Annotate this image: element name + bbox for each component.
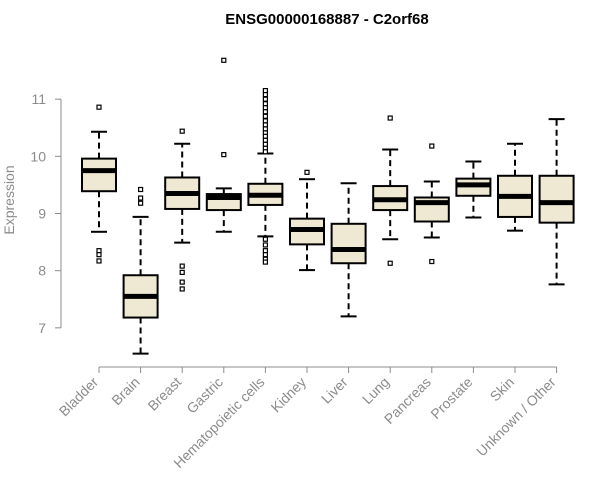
outlier-point [262, 149, 268, 155]
outlier-point [179, 128, 185, 134]
outlier-point [262, 118, 268, 124]
outlier-point [262, 91, 268, 98]
box-rect [81, 157, 117, 193]
x-tick-label: Unknown / Other [473, 374, 559, 460]
x-tick-label: Brain [108, 374, 142, 408]
outlier-point [304, 169, 310, 175]
outlier-point [179, 269, 185, 275]
outlier-point [262, 242, 268, 248]
box-kidney [289, 169, 325, 272]
x-tick-label: Liver [318, 374, 351, 407]
outlier-point [179, 279, 185, 285]
x-tick-label: Breast [144, 374, 184, 414]
box-skin [497, 142, 533, 232]
outlier-point [96, 104, 102, 110]
y-tick-label: 8 [38, 263, 46, 279]
box-hematopoietic-cells [247, 87, 284, 265]
outlier-point [138, 186, 144, 193]
y-tick-label: 10 [30, 148, 46, 164]
outlier-point [262, 109, 268, 115]
box-unknown-other [538, 118, 575, 286]
outlier-point [221, 152, 227, 158]
outlier-point [221, 57, 227, 63]
x-tick-label: Bladder [56, 374, 102, 420]
box-breast [164, 128, 201, 292]
outlier-point [262, 248, 268, 254]
outlier-point [262, 101, 268, 107]
y-tick-label: 7 [38, 320, 46, 336]
box-rect [538, 174, 575, 224]
outlier-point [387, 115, 393, 121]
outlier-point [262, 87, 268, 94]
x-tick-label: Kidney [268, 374, 310, 416]
outlier-point [429, 143, 435, 149]
outlier-point [262, 141, 268, 147]
box-liver [330, 182, 367, 318]
chart-title: ENSG00000168887 - C2orf68 [225, 11, 428, 28]
box-lung [372, 115, 409, 266]
outlier-point [262, 105, 268, 111]
outlier-point [262, 137, 268, 143]
x-tick-label: Skin [487, 374, 518, 405]
outlier-point [262, 122, 268, 128]
outlier-point [96, 252, 102, 258]
outlier-point [138, 200, 144, 206]
outlier-point [179, 286, 185, 292]
outlier-point [262, 252, 268, 258]
outlier-point [262, 126, 268, 132]
outlier-point [387, 260, 393, 266]
outlier-point [262, 96, 268, 102]
outlier-point [96, 258, 102, 264]
box-prostate [455, 160, 492, 219]
outlier-point [262, 236, 268, 242]
boxes-group [81, 57, 575, 355]
x-tick-label: Prostate [427, 374, 475, 422]
box-bladder [81, 104, 117, 264]
outlier-point [96, 248, 102, 254]
y-tick-label: 11 [31, 91, 46, 107]
outlier-point [138, 195, 144, 201]
y-axis: 7 8 9 10 11 [30, 91, 62, 336]
outlier-point [262, 113, 268, 119]
box-pancreas [413, 143, 450, 265]
box-rect [330, 222, 367, 265]
box-gastric [205, 57, 242, 233]
outlier-point [429, 258, 435, 265]
box-brain [122, 186, 159, 355]
outlier-point [179, 263, 185, 269]
x-tick-label: Lung [359, 374, 392, 407]
y-axis-label: Expression [1, 165, 17, 234]
outlier-point [262, 133, 268, 139]
outlier-point [262, 259, 268, 265]
y-tick-label: 9 [38, 206, 46, 222]
